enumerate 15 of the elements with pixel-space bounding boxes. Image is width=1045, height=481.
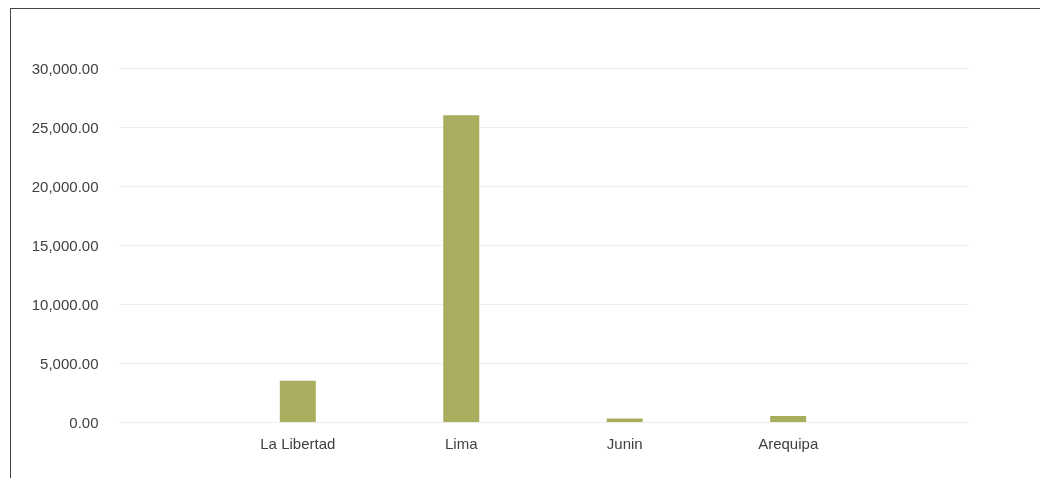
x-tick-label: Arequipa bbox=[758, 434, 819, 452]
bar bbox=[770, 416, 807, 422]
x-tick-label: Lima bbox=[445, 434, 479, 452]
y-tick-label: 20,000.00 bbox=[31, 177, 99, 195]
bar bbox=[279, 380, 316, 422]
bar bbox=[443, 115, 480, 422]
y-tick-label: 5,000.00 bbox=[40, 354, 99, 372]
y-tick-label: 0.00 bbox=[69, 413, 99, 431]
y-tick-label: 10,000.00 bbox=[31, 295, 99, 313]
y-tick-label: 25,000.00 bbox=[31, 118, 99, 136]
y-tick-label: 15,000.00 bbox=[31, 236, 99, 254]
y-tick-label: 30,000.00 bbox=[31, 59, 99, 77]
x-tick-label: Junin bbox=[606, 434, 643, 452]
bar bbox=[606, 418, 643, 422]
x-tick-label: La Libertad bbox=[260, 434, 336, 452]
